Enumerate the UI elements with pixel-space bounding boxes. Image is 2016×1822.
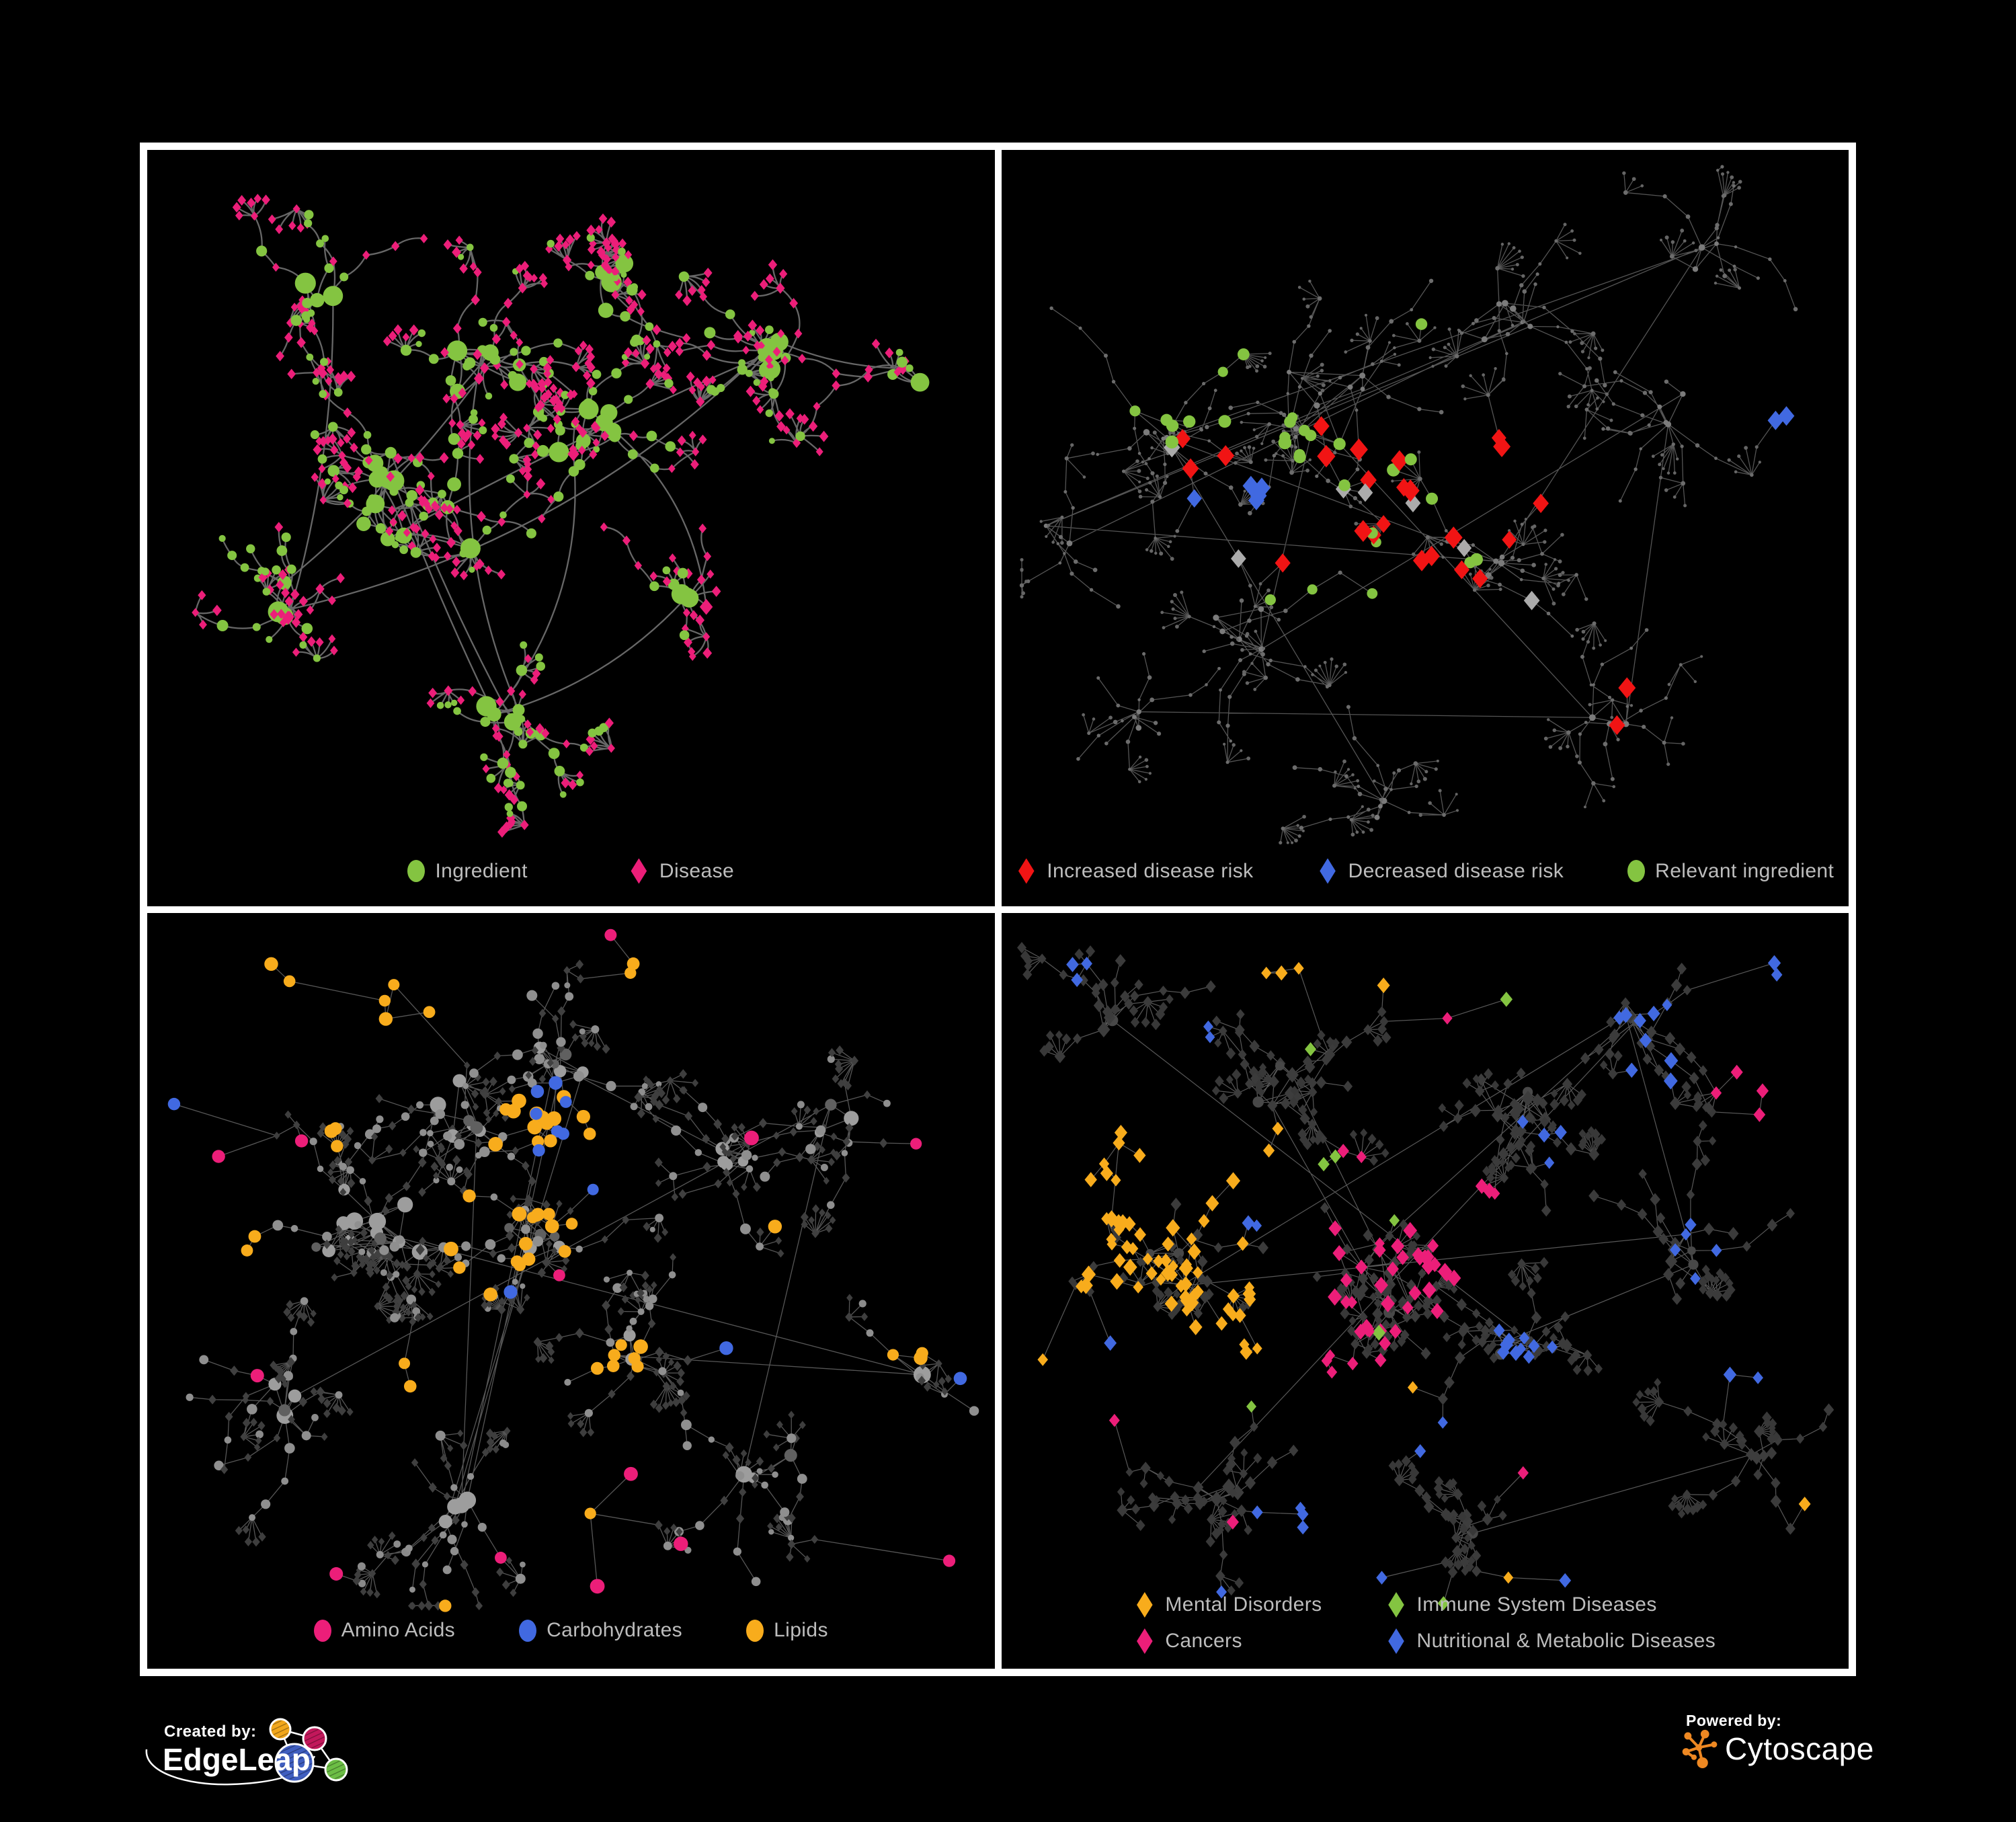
legend-item: Lipids [746,1619,828,1642]
circle-marker-icon [407,860,426,882]
legend-label: Amino Acids [341,1619,456,1641]
diamond-marker-icon [1018,858,1035,884]
network-graph-ingredient-disease [192,194,930,838]
legend-label: Ingredient [435,859,528,882]
panel-nutrient-classes: Amino Acids Carbohydrates Lipids [147,912,995,1669]
legend-item: Immune System Diseases [1386,1592,1657,1618]
legend-nutrient-classes: Amino Acids Carbohydrates Lipids [147,1619,995,1642]
legend-item: Decreased disease risk [1318,858,1564,884]
panel-disease-categories: Mental Disorders Immune System Diseases Ca… [1001,912,1849,1669]
legend-item: Disease [629,858,735,884]
panel-grid: Ingredient Disease Increased disease risk… [140,143,1856,1676]
legend-label: Mental Disorders [1165,1593,1322,1616]
legend-label: Disease [659,859,735,882]
created-by-label: Created by: [164,1722,257,1741]
diamond-marker-icon [1388,1592,1404,1618]
panel-ingredient-disease: Ingredient Disease [147,150,995,906]
legend-label: Increased disease risk [1047,859,1254,882]
edgeleap-logo-icon [145,1718,348,1786]
diamond-marker-icon [1320,858,1336,884]
legend-label: Nutritional & Metabolic Diseases [1416,1630,1716,1652]
diamond-marker-icon [631,858,647,884]
legend-label: Relevant ingredient [1655,859,1834,882]
legend-label: Cancers [1165,1630,1242,1652]
legend-label: Carbohydrates [547,1619,683,1641]
network-graph-disease-categories [1016,941,1834,1610]
legend-label: Immune System Diseases [1416,1593,1657,1616]
edgeleap-wordmark: EdgeLeap [163,1742,311,1777]
network-graph-nutrient-classes [167,928,979,1612]
legend-label: Lipids [774,1619,828,1641]
legend-item: Relevant ingredient [1627,860,1834,883]
panel-disease-risk: Increased disease risk Decreased disease … [1001,150,1849,906]
legend-item: Mental Disorders [1134,1592,1322,1618]
powered-by-label: Powered by: [1686,1712,1782,1729]
legend-item: Ingredient [407,860,527,883]
diamond-marker-icon [1137,1628,1153,1654]
diamond-marker-icon [1137,1592,1153,1618]
cytoscape-branding: Powered by: Cytoscape [1679,1706,1908,1787]
edgeleap-branding: Created by: EdgeLeap [141,1708,363,1822]
legend-label: Decreased disease risk [1348,859,1564,882]
circle-marker-icon [1627,860,1646,882]
circle-marker-icon [519,1619,537,1642]
cytoscape-wordmark: Cytoscape [1725,1731,1874,1766]
legend-item: Cancers [1134,1628,1242,1654]
legend-item: Nutritional & Metabolic Diseases [1386,1628,1716,1654]
legend-item: Increased disease risk [1016,858,1254,884]
legend-disease-categories: Mental Disorders Immune System Diseases Ca… [1002,1592,1849,1654]
legend-item: Amino Acids [313,1619,456,1642]
diamond-marker-icon [1388,1628,1404,1654]
circle-marker-icon [746,1619,764,1642]
cytoscape-logo-icon [1682,1729,1718,1768]
legend-item: Carbohydrates [519,1619,682,1642]
legend-disease-risk: Increased disease risk Decreased disease … [1002,858,1849,884]
circle-marker-icon [313,1619,331,1642]
network-graph-disease-risk [1019,165,1798,845]
legend-ingredient-disease: Ingredient Disease [147,858,995,884]
